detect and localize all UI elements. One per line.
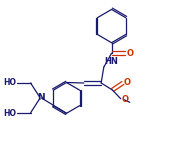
Text: HO: HO	[3, 78, 16, 87]
Text: HO: HO	[3, 109, 16, 118]
Text: O: O	[127, 49, 134, 58]
Text: O: O	[124, 78, 131, 87]
Text: O: O	[122, 95, 129, 104]
Text: N: N	[37, 93, 44, 102]
Text: HN: HN	[105, 57, 118, 66]
